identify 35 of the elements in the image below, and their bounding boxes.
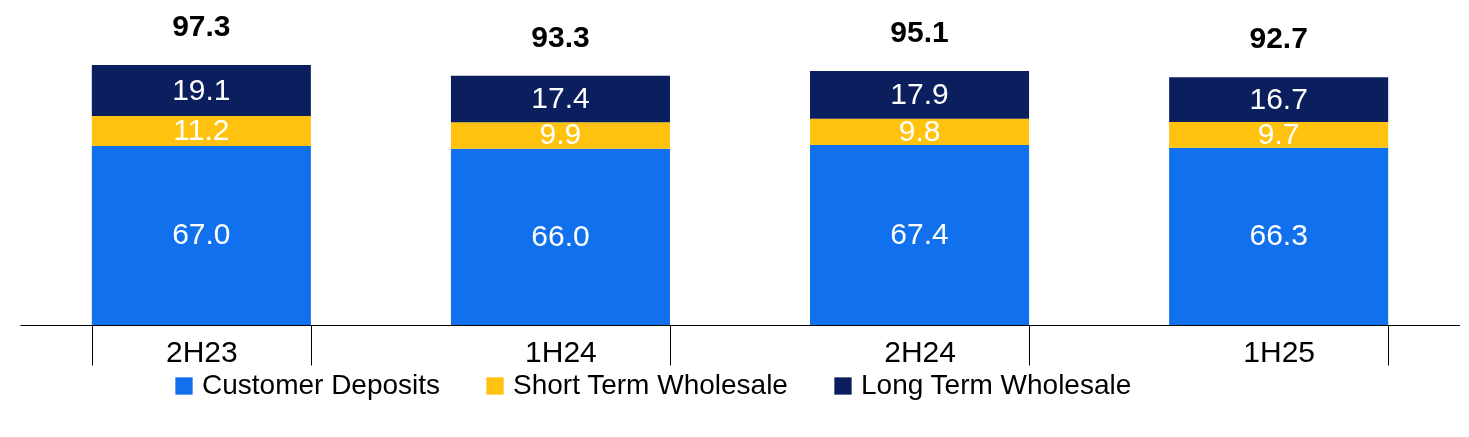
- legend-label: Short Term Wholesale: [513, 369, 788, 400]
- bar: [450, 75, 670, 123]
- bar: [450, 122, 670, 149]
- legend-label: Long Term Wholesale: [861, 369, 1132, 400]
- data-label: 66.3: [1249, 218, 1308, 252]
- total-label: 93.3: [531, 19, 590, 53]
- data-label: 9.8: [898, 113, 941, 147]
- data-label: 66.0: [531, 218, 590, 252]
- bar: [810, 144, 1030, 325]
- bar: [91, 145, 311, 325]
- total-label: 97.3: [172, 9, 231, 42]
- legend-label: Customer Deposits: [202, 369, 441, 400]
- bar: [450, 148, 670, 325]
- data-label: 67.4: [890, 216, 949, 250]
- bar: [810, 118, 1030, 145]
- bar: [91, 65, 311, 117]
- data-label: 9.7: [1257, 116, 1300, 150]
- data-label: 11.2: [173, 113, 230, 146]
- bar: [1169, 121, 1389, 148]
- data-label: 16.7: [1249, 81, 1308, 115]
- bar: [91, 116, 311, 146]
- total-label: 95.1: [890, 14, 949, 48]
- data-label: 17.4: [531, 80, 590, 114]
- total-label: 92.7: [1249, 21, 1308, 55]
- x-tick-label: 1H25: [1243, 334, 1316, 368]
- bar: [1169, 77, 1389, 122]
- data-label: 19.1: [172, 72, 231, 106]
- bar: [810, 70, 1030, 119]
- data-label: 67.0: [172, 217, 231, 251]
- data-label: 9.9: [539, 117, 582, 151]
- x-tick-label: 2H23: [165, 334, 238, 368]
- x-tick-label: 2H24: [884, 334, 956, 368]
- bar: [1169, 147, 1389, 325]
- x-tick-label: 1H24: [525, 334, 597, 368]
- data-label: 17.9: [890, 76, 949, 110]
